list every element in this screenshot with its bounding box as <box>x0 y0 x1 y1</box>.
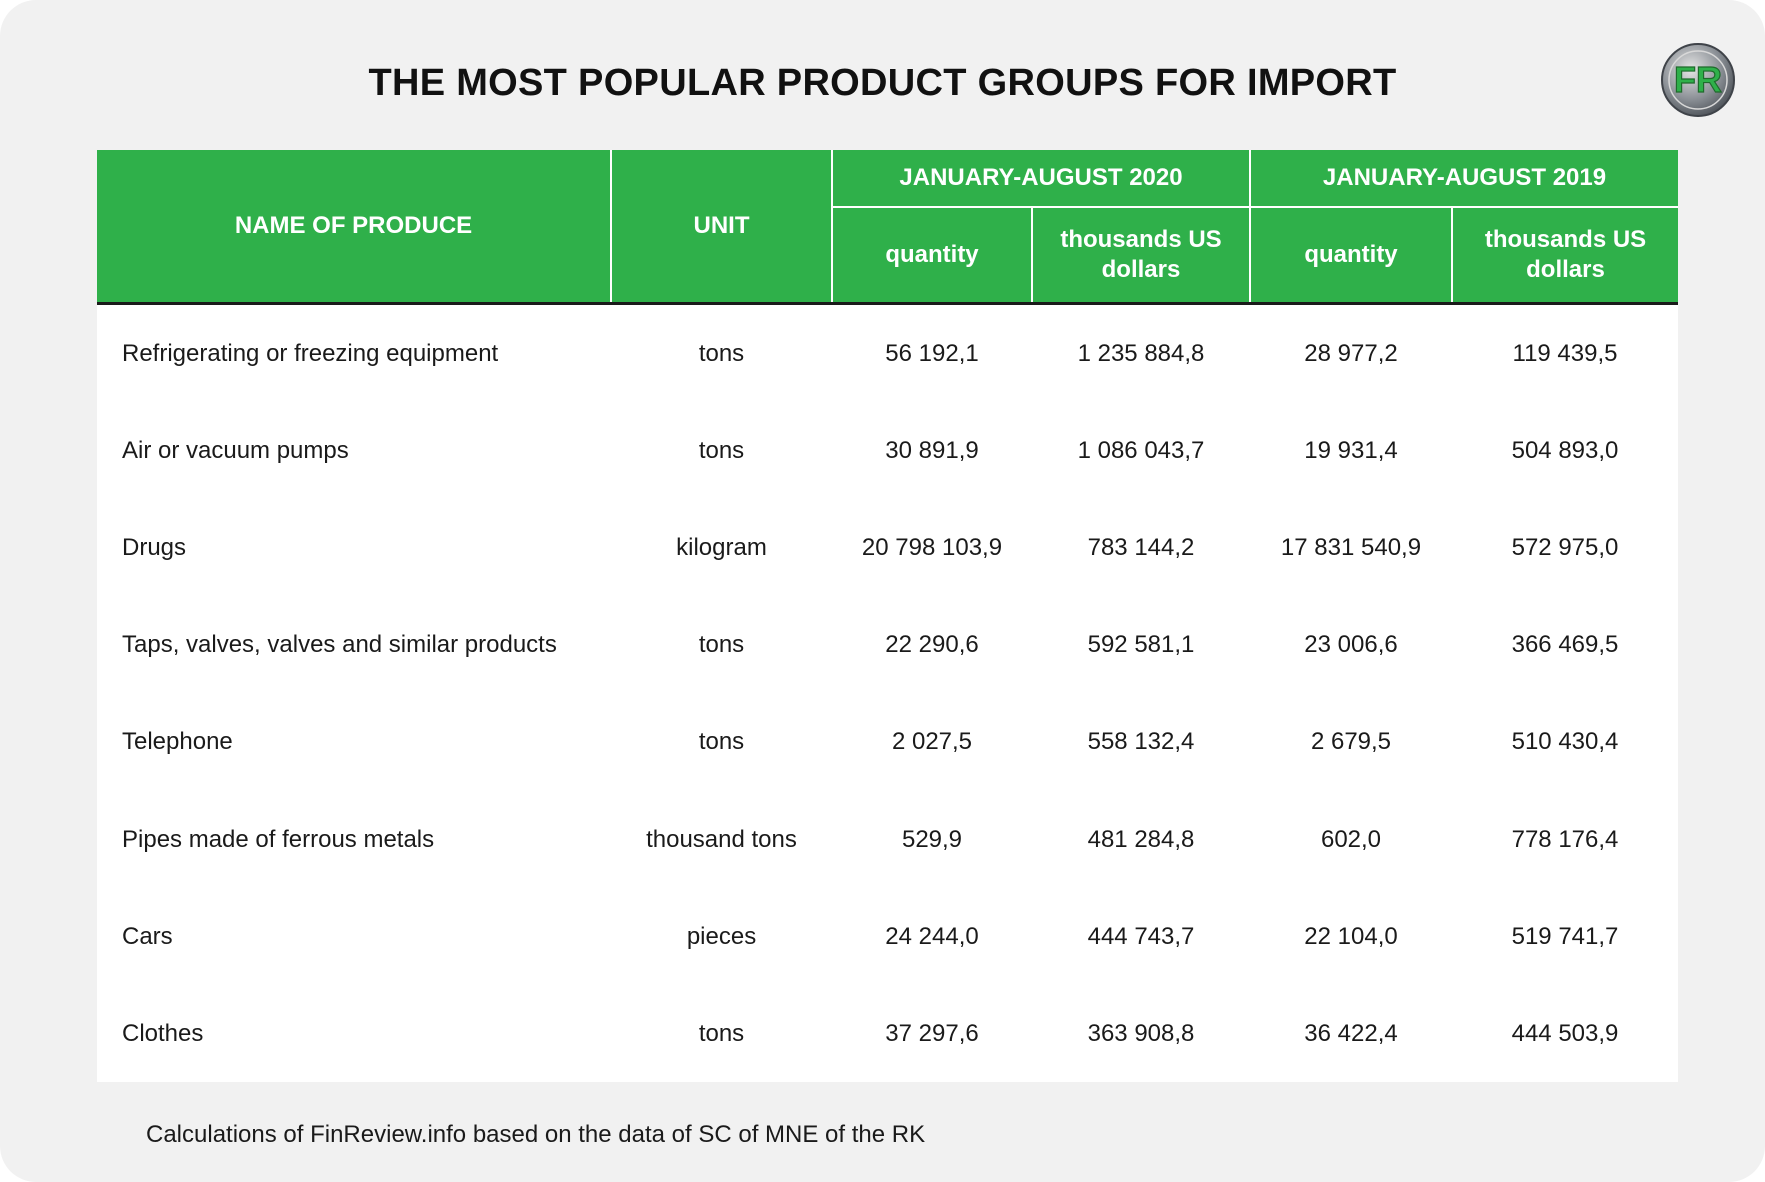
cell-value-2019: 366 469,5 <box>1511 631 1619 659</box>
cell-name: Taps, valves, valves and similar product… <box>122 631 557 659</box>
cell-name: Refrigerating or freezing equipment <box>122 339 499 367</box>
cell-unit: kilogram <box>676 533 767 561</box>
cell-value-2019: 119 439,5 <box>1512 339 1618 367</box>
cell-name: Cars <box>122 922 173 950</box>
cell-quantity-2019: 28 977,2 <box>1304 339 1398 367</box>
header-value-2019: thousands US dollars <box>1451 207 1678 305</box>
cell-quantity-2020: 37 297,6 <box>885 1019 979 1047</box>
table-row: Drugs kilogram 20 798 103,9 783 144,2 17 831… <box>97 499 1678 596</box>
cell-quantity-2019: 36 422,4 <box>1304 1019 1398 1047</box>
cell-name: Telephone <box>122 728 233 756</box>
cell-unit: tons <box>698 339 745 367</box>
cell-value-2020: 783 144,2 <box>1087 533 1195 561</box>
cell-unit: tons <box>698 436 745 464</box>
cell-value-2020: 363 908,8 <box>1087 1019 1195 1047</box>
header-unit: UNIT <box>610 150 832 305</box>
page-title: THE MOST POPULAR PRODUCT GROUPS FOR IMPO… <box>368 62 1397 104</box>
import-table-container: NAME OF PRODUCE UNIT JANUARY-AUGUST 2020… <box>97 150 1678 1082</box>
cell-unit: tons <box>698 728 745 756</box>
cell-quantity-2019: 23 006,6 <box>1304 631 1398 659</box>
source-note: Calculations of FinReview.info based on … <box>146 1121 926 1148</box>
table-row: Air or vacuum pumps tons 30 891,9 1 086 043… <box>97 402 1678 499</box>
table-row: Clothes tons 37 297,6 363 908,8 36 422,4 444 … <box>97 985 1678 1082</box>
header-quantity-2019: quantity <box>1249 207 1452 305</box>
cell-value-2020: 1 235 884,8 <box>1077 339 1205 367</box>
import-table: NAME OF PRODUCE UNIT JANUARY-AUGUST 2020… <box>97 150 1678 1083</box>
cell-value-2020: 558 132,4 <box>1087 728 1195 756</box>
cell-name: Air or vacuum pumps <box>122 436 349 464</box>
cell-quantity-2020: 24 244,0 <box>885 922 979 950</box>
cell-unit: tons <box>698 1019 745 1047</box>
cell-quantity-2019: 17 831 540,9 <box>1280 533 1422 561</box>
cell-quantity-2019: 19 931,4 <box>1304 436 1398 464</box>
finreview-logo-icon: FR <box>1661 43 1735 117</box>
cell-name: Drugs <box>122 533 187 561</box>
cell-value-2019: 444 503,9 <box>1511 1019 1619 1047</box>
cell-quantity-2019: 22 104,0 <box>1304 922 1398 950</box>
cell-name: Pipes made of ferrous metals <box>122 825 435 853</box>
cell-value-2020: 592 581,1 <box>1087 631 1195 659</box>
table-row: Cars pieces 24 244,0 444 743,7 22 104,0 519 7… <box>97 888 1678 985</box>
cell-quantity-2020: 20 798 103,9 <box>861 533 1003 561</box>
cell-value-2020: 444 743,7 <box>1087 922 1195 950</box>
cell-quantity-2019: 602,0 <box>1320 825 1382 853</box>
header-period-2019: JANUARY-AUGUST 2019 <box>1249 150 1678 208</box>
cell-unit: thousand tons <box>646 825 797 853</box>
cell-value-2019: 572 975,0 <box>1511 533 1619 561</box>
cell-value-2020: 481 284,8 <box>1087 825 1195 853</box>
cell-quantity-2019: 2 679,5 <box>1310 728 1392 756</box>
table-row: Telephone tons 2 027,5 558 132,4 2 679,5 510 … <box>97 694 1678 791</box>
cell-value-2019: 504 893,0 <box>1511 436 1619 464</box>
cell-quantity-2020: 2 027,5 <box>891 728 973 756</box>
cell-unit: tons <box>698 631 745 659</box>
table-row: Pipes made of ferrous metals thousand ton… <box>97 791 1678 888</box>
header-name-of-produce: NAME OF PRODUCE <box>97 150 611 305</box>
cell-quantity-2020: 22 290,6 <box>885 631 979 659</box>
header-value-2020: thousands US dollars <box>1031 207 1250 305</box>
header-period-2020: JANUARY-AUGUST 2020 <box>831 150 1250 208</box>
cell-name: Clothes <box>122 1019 204 1047</box>
table-row: Refrigerating or freezing equipment tons 5… <box>97 304 1678 403</box>
table-row: Taps, valves, valves and similar product… <box>97 597 1678 694</box>
table-body: Refrigerating or freezing equipment tons 5… <box>97 304 1678 1083</box>
cell-unit: pieces <box>686 922 757 950</box>
svg-text:FR: FR <box>1674 59 1722 100</box>
cell-value-2019: 510 430,4 <box>1511 728 1619 756</box>
cell-value-2019: 519 741,7 <box>1511 922 1619 950</box>
cell-quantity-2020: 56 192,1 <box>885 339 979 367</box>
cell-value-2019: 778 176,4 <box>1511 825 1619 853</box>
header-quantity-2020: quantity <box>831 207 1032 305</box>
cell-value-2020: 1 086 043,7 <box>1077 436 1205 464</box>
cell-quantity-2020: 30 891,9 <box>885 436 979 464</box>
cell-quantity-2020: 529,9 <box>901 825 963 853</box>
